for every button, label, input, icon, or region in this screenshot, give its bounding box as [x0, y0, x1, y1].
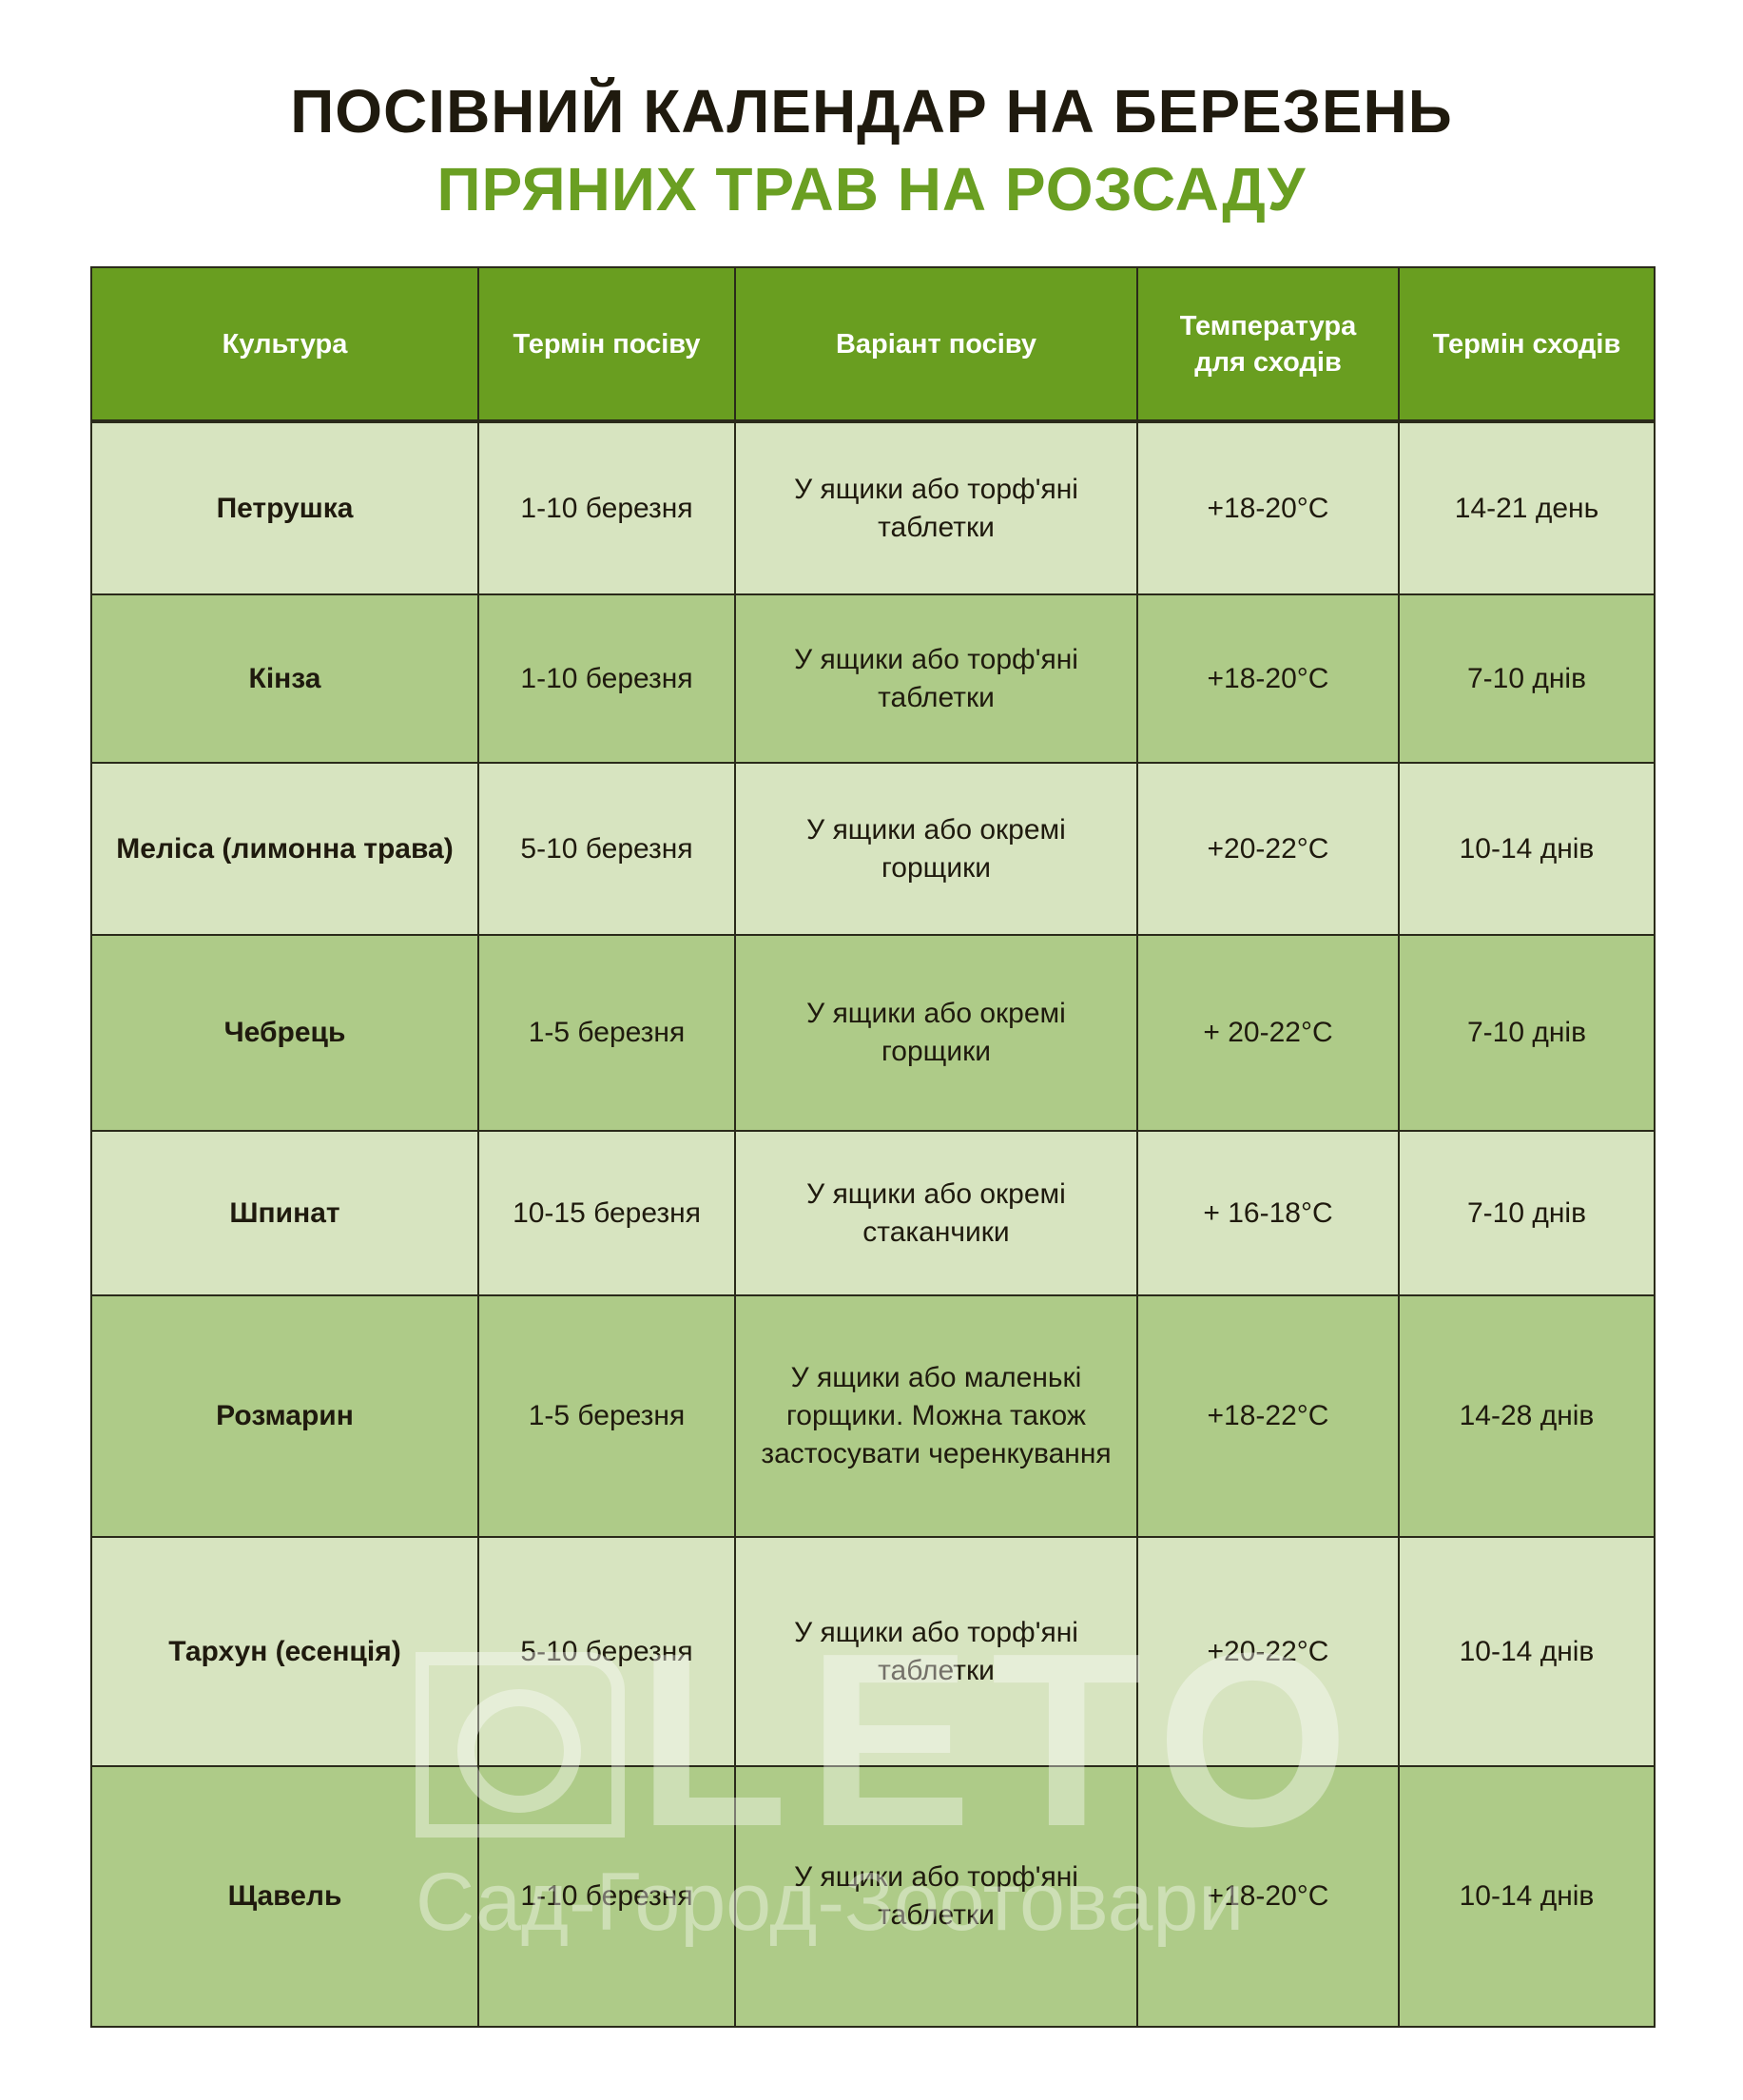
cell-sowing-method: У ящики або торф'яні таблетки: [734, 593, 1138, 764]
cell-sowing-date: 5-10 березня: [477, 762, 736, 936]
cell-sowing-date: 1-10 березня: [477, 593, 736, 764]
cell-sowing-date: 5-10 березня: [477, 1536, 736, 1767]
header-temperature: Температура для сходів: [1136, 266, 1400, 423]
cell-temperature: +20-22°C: [1136, 762, 1400, 936]
cell-crop: Меліса (лимонна трава): [90, 762, 479, 936]
table-row: Шпинат 10-15 березня У ящики або окремі ст…: [90, 1130, 1656, 1296]
header-crop: Культура: [90, 266, 479, 423]
cell-temperature: +18-20°C: [1136, 1765, 1400, 2028]
table-row: Меліса (лимонна трава) 5-10 березня У ящик…: [90, 762, 1656, 936]
table-row: Щавель 1-10 березня У ящики або торф'яні т…: [90, 1765, 1656, 2028]
table-row: Петрушка 1-10 березня У ящики або торф'яні…: [90, 420, 1656, 595]
cell-sowing-method: У ящики або окремі горщики: [734, 762, 1138, 936]
cell-sowing-date: 10-15 березня: [477, 1130, 736, 1296]
cell-sowing-method: У ящики або окремі стаканчики: [734, 1130, 1138, 1296]
page-title: ПОСІВНИЙ КАЛЕНДАР НА БЕРЕЗЕНЬ: [290, 77, 1453, 146]
cell-sowing-method: У ящики або торф'яні таблетки: [734, 1765, 1138, 2028]
cell-crop: Шпинат: [90, 1130, 479, 1296]
cell-emergence: 10-14 днів: [1398, 1765, 1656, 2028]
table-row: Кінза 1-10 березня У ящики або торф'яні та…: [90, 593, 1656, 764]
cell-emergence: 14-28 днів: [1398, 1294, 1656, 1538]
cell-emergence: 7-10 днів: [1398, 593, 1656, 764]
cell-temperature: +18-22°C: [1136, 1294, 1400, 1538]
cell-temperature: +18-20°C: [1136, 420, 1400, 595]
cell-emergence: 7-10 днів: [1398, 1130, 1656, 1296]
cell-sowing-method: У ящики або маленькі горщики. Можна тако…: [734, 1294, 1138, 1538]
table-header-row: Культура Термін посіву Варіант посіву Те…: [90, 266, 1656, 423]
cell-crop: Кінза: [90, 593, 479, 764]
cell-emergence: 14-21 день: [1398, 420, 1656, 595]
cell-emergence: 7-10 днів: [1398, 934, 1656, 1132]
header-sowing-method: Варіант посіву: [734, 266, 1138, 423]
header-emergence: Термін сходів: [1398, 266, 1656, 423]
cell-sowing-method: У ящики або торф'яні таблетки: [734, 1536, 1138, 1767]
cell-sowing-date: 1-10 березня: [477, 1765, 736, 2028]
table-row: Чебрець 1-5 березня У ящики або окремі гор…: [90, 934, 1656, 1132]
cell-temperature: +20-22°C: [1136, 1536, 1400, 1767]
sowing-calendar-table: Культура Термін посіву Варіант посіву Те…: [90, 266, 1656, 2028]
cell-crop: Розмарин: [90, 1294, 479, 1538]
cell-temperature: + 16-18°C: [1136, 1130, 1400, 1296]
cell-crop: Щавель: [90, 1765, 479, 2028]
table-row: Тархун (есенція) 5-10 березня У ящики або …: [90, 1536, 1656, 1767]
cell-sowing-method: У ящики або окремі горщики: [734, 934, 1138, 1132]
table-row: Розмарин 1-5 березня У ящики або маленькі …: [90, 1294, 1656, 1538]
header-sowing-date: Термін посіву: [477, 266, 736, 423]
cell-crop: Петрушка: [90, 420, 479, 595]
cell-crop: Чебрець: [90, 934, 479, 1132]
cell-crop: Тархун (есенція): [90, 1536, 479, 1767]
cell-sowing-method: У ящики або торф'яні таблетки: [734, 420, 1138, 595]
cell-emergence: 10-14 днів: [1398, 1536, 1656, 1767]
cell-temperature: +18-20°C: [1136, 593, 1400, 764]
page-subtitle: ПРЯНИХ ТРАВ НА РОЗСАДУ: [436, 155, 1307, 224]
cell-temperature: + 20-22°C: [1136, 934, 1400, 1132]
cell-sowing-date: 1-5 березня: [477, 934, 736, 1132]
cell-sowing-date: 1-5 березня: [477, 1294, 736, 1538]
cell-sowing-date: 1-10 березня: [477, 420, 736, 595]
cell-emergence: 10-14 днів: [1398, 762, 1656, 936]
